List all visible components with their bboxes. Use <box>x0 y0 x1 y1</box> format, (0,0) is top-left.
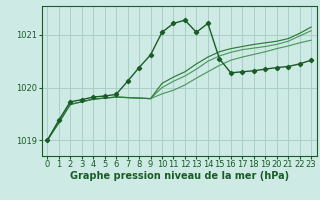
X-axis label: Graphe pression niveau de la mer (hPa): Graphe pression niveau de la mer (hPa) <box>70 171 289 181</box>
